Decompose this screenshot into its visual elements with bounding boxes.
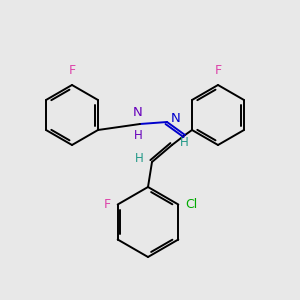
Text: N: N xyxy=(171,112,181,125)
Text: F: F xyxy=(104,198,111,211)
Text: Cl: Cl xyxy=(185,198,197,211)
Text: F: F xyxy=(68,64,76,77)
Text: H: H xyxy=(134,129,142,142)
Text: H: H xyxy=(135,152,144,166)
Text: H: H xyxy=(180,136,189,148)
Text: F: F xyxy=(214,64,222,77)
Text: N: N xyxy=(133,106,143,119)
